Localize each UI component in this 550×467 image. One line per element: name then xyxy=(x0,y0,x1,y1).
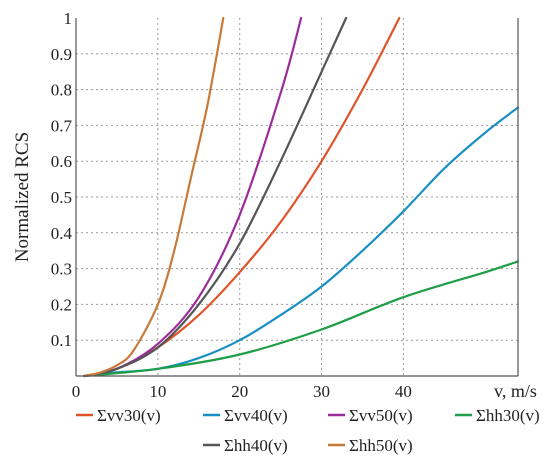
y-tick-label: 0.9 xyxy=(51,45,72,64)
tick-labels: 0 10 20 30 40 0.1 0.2 0.3 0.4 0.5 0.6 0.7 0.8 0.9 1 xyxy=(51,9,412,401)
legend-label: Σvv30(v) xyxy=(97,406,161,425)
y-tick-label: 0.2 xyxy=(51,295,72,314)
series-line-3 xyxy=(83,260,520,378)
x-tick-label: 10 xyxy=(149,382,166,401)
x-tick-label: 40 xyxy=(395,382,412,401)
y-tick-label: 0.5 xyxy=(51,188,72,207)
legend-label: Σvv50(v) xyxy=(349,406,413,425)
y-tick-label: 0.1 xyxy=(51,331,72,350)
y-tick-label: 0.8 xyxy=(51,81,72,100)
axes xyxy=(75,18,519,377)
y-tick-label: 0.4 xyxy=(51,224,73,243)
y-tick-label: 0.7 xyxy=(51,116,73,135)
series-line-5 xyxy=(83,16,225,378)
series-line-4 xyxy=(83,16,348,378)
legend-label: Σhh40(v) xyxy=(224,436,288,455)
legend: Σvv30(v) Σvv40(v) Σvv50(v) Σhh30(v) Σhh40(v)… xyxy=(76,406,540,455)
y-tick-label: 0.3 xyxy=(51,260,72,279)
grid-lines xyxy=(76,18,518,376)
legend-label: Σhh50(v) xyxy=(349,436,413,455)
x-tick-label: 20 xyxy=(231,382,248,401)
y-tick-label: 1 xyxy=(64,9,73,28)
x-axis-label: v, m/s xyxy=(494,381,537,401)
x-tick-label: 30 xyxy=(313,382,330,401)
y-axis-label: Normalized RCS xyxy=(12,132,33,262)
legend-label: Σvv40(v) xyxy=(224,406,288,425)
legend-label: Σhh30(v) xyxy=(476,406,540,425)
series-lines xyxy=(83,16,520,378)
y-tick-label: 0.6 xyxy=(51,152,72,171)
x-tick-label: 0 xyxy=(72,382,81,401)
